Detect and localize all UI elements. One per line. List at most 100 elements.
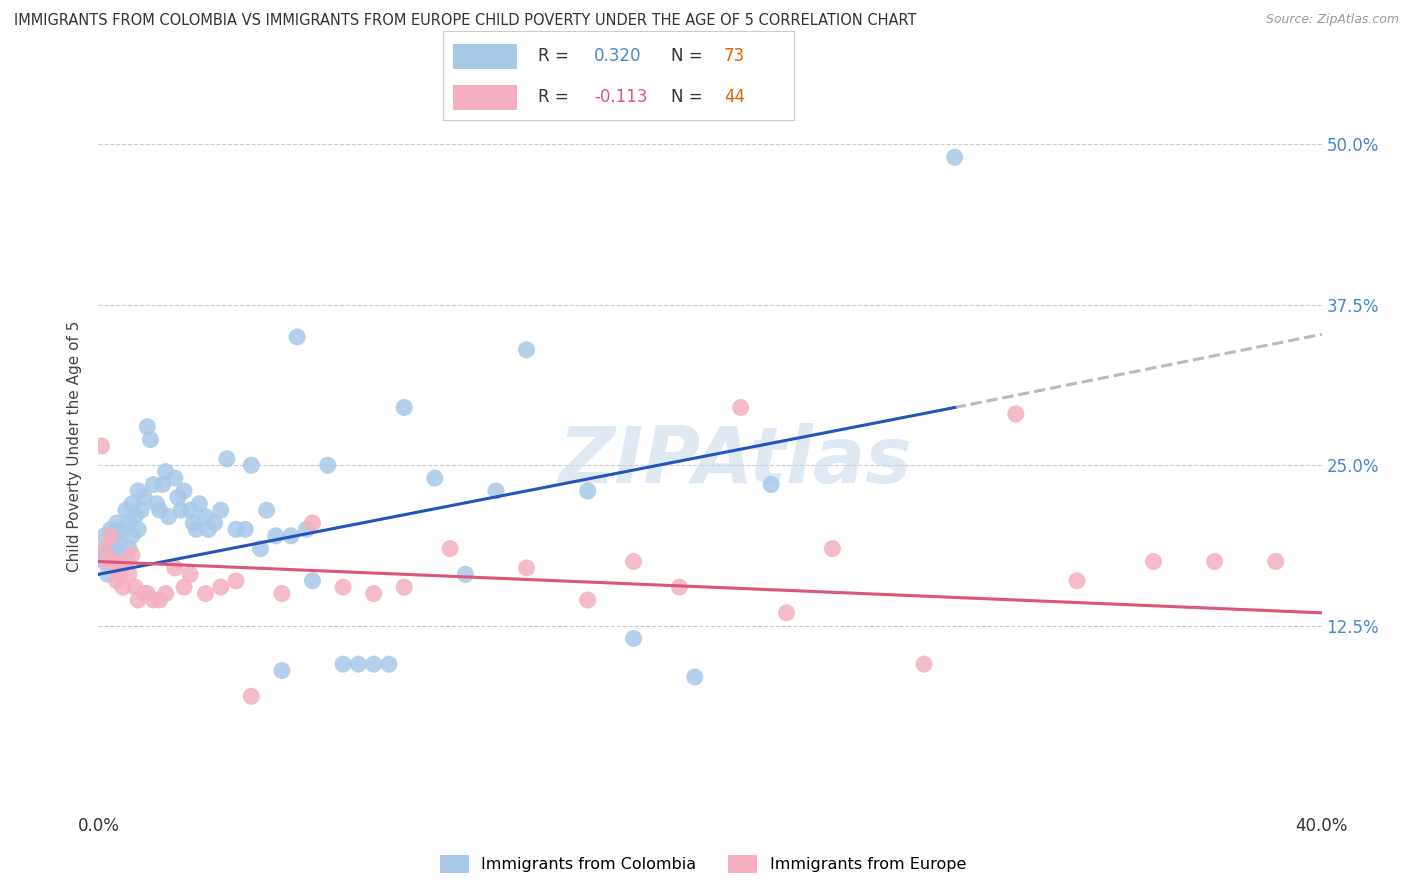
Point xyxy=(204,516,226,530)
Point xyxy=(194,586,217,600)
Point xyxy=(249,541,271,556)
Point xyxy=(730,401,752,415)
Text: 44: 44 xyxy=(724,88,745,106)
Point xyxy=(115,503,138,517)
Legend: Immigrants from Colombia, Immigrants from Europe: Immigrants from Colombia, Immigrants fro… xyxy=(433,848,973,880)
Point xyxy=(485,483,508,498)
Point xyxy=(142,593,165,607)
Point xyxy=(179,503,201,517)
Point xyxy=(134,586,156,600)
Point xyxy=(256,503,278,517)
Point xyxy=(111,523,134,537)
Point xyxy=(1004,407,1026,421)
Point xyxy=(103,541,125,556)
Point xyxy=(194,509,217,524)
Point xyxy=(363,657,385,672)
Point xyxy=(108,567,131,582)
Point xyxy=(378,657,401,672)
Point xyxy=(97,567,120,582)
Point xyxy=(142,477,165,491)
Point xyxy=(105,574,128,588)
Point xyxy=(139,433,162,447)
Point xyxy=(163,471,186,485)
Point xyxy=(454,567,477,582)
Point xyxy=(97,554,120,568)
Point xyxy=(97,541,120,556)
FancyBboxPatch shape xyxy=(453,85,517,110)
Point xyxy=(111,580,134,594)
Text: N =: N = xyxy=(671,88,709,106)
Point xyxy=(103,554,125,568)
Point xyxy=(136,419,159,434)
Point xyxy=(623,632,645,646)
Point xyxy=(173,580,195,594)
Point xyxy=(668,580,690,594)
Point xyxy=(186,523,208,537)
Point xyxy=(100,523,122,537)
Point xyxy=(285,330,308,344)
Point xyxy=(1066,574,1088,588)
Point xyxy=(93,554,115,568)
Point xyxy=(392,580,416,594)
Point xyxy=(90,548,112,562)
Point xyxy=(295,523,318,537)
Point xyxy=(912,657,935,672)
Point xyxy=(124,580,146,594)
Point xyxy=(152,477,174,491)
Point xyxy=(129,503,152,517)
Point xyxy=(775,606,797,620)
Point xyxy=(301,574,323,588)
Point xyxy=(197,523,219,537)
Point xyxy=(188,497,211,511)
Point xyxy=(173,483,195,498)
Point xyxy=(155,586,177,600)
Point xyxy=(105,529,128,543)
Point xyxy=(943,150,966,164)
Point xyxy=(181,516,204,530)
Point xyxy=(332,580,354,594)
Point xyxy=(516,561,538,575)
Y-axis label: Child Poverty Under the Age of 5: Child Poverty Under the Age of 5 xyxy=(67,320,83,572)
Point xyxy=(90,439,112,453)
Point xyxy=(149,593,172,607)
Point xyxy=(576,593,599,607)
Point xyxy=(127,593,149,607)
Point xyxy=(108,561,131,575)
Point xyxy=(209,503,232,517)
Point xyxy=(111,548,134,562)
Point xyxy=(576,483,599,498)
Point xyxy=(821,541,844,556)
Point xyxy=(108,535,131,549)
Point xyxy=(240,458,263,473)
Point xyxy=(759,477,782,491)
Text: ZIPAtlas: ZIPAtlas xyxy=(558,423,911,499)
Point xyxy=(100,529,122,543)
Point xyxy=(316,458,339,473)
Text: IMMIGRANTS FROM COLOMBIA VS IMMIGRANTS FROM EUROPE CHILD POVERTY UNDER THE AGE O: IMMIGRANTS FROM COLOMBIA VS IMMIGRANTS F… xyxy=(14,13,917,29)
Point xyxy=(683,670,706,684)
Point xyxy=(363,586,385,600)
Point xyxy=(167,491,190,505)
Point xyxy=(423,471,446,485)
Text: -0.113: -0.113 xyxy=(593,88,648,106)
Point xyxy=(264,529,287,543)
Point xyxy=(179,567,201,582)
Text: 73: 73 xyxy=(724,47,745,65)
Point xyxy=(149,503,172,517)
Point xyxy=(145,497,167,511)
FancyBboxPatch shape xyxy=(453,44,517,69)
Point xyxy=(118,541,141,556)
Point xyxy=(136,586,159,600)
Point xyxy=(118,516,141,530)
Point xyxy=(1264,554,1286,568)
Point xyxy=(215,451,238,466)
Point xyxy=(1142,554,1164,568)
Point xyxy=(209,580,232,594)
Point xyxy=(225,523,247,537)
Point xyxy=(280,529,302,543)
Point xyxy=(392,401,416,415)
Text: R =: R = xyxy=(537,88,574,106)
Point xyxy=(115,554,138,568)
Point xyxy=(332,657,354,672)
Point xyxy=(121,548,143,562)
